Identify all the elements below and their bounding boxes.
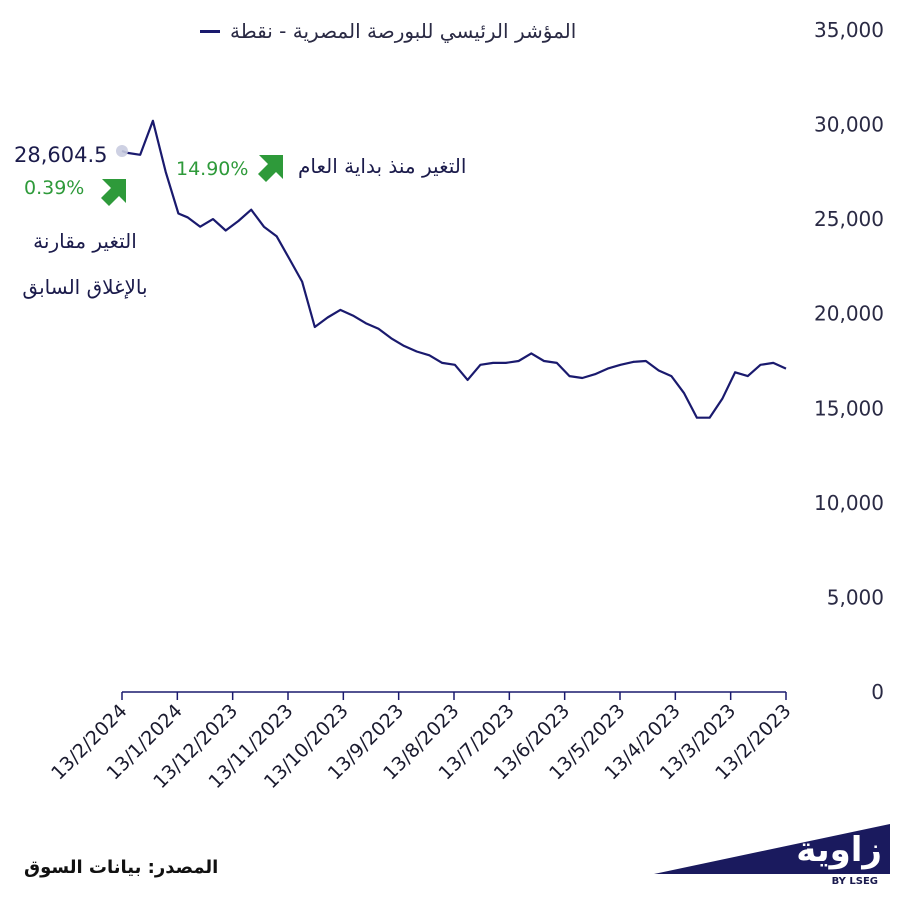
zawya-logo: زاوية BY LSEG [654,822,890,892]
legend-label: المؤشر الرئيسي للبورصة المصرية - نقطة [230,19,577,43]
up-arrow-icon [101,179,126,206]
daily-change-value: 0.39% [24,177,85,199]
y-tick-label: 5,000 [827,585,884,609]
y-axis-ticks: 35,000 30,000 25,000 20,000 15,000 10,000 5,00… [814,18,884,704]
y-tick-label: 20,000 [814,302,884,326]
legend-swatch [200,29,220,33]
current-value-label: 28,604.5 [14,143,108,167]
ytd-change-label: التغير منذ بداية العام [298,154,467,178]
logo-text: زاوية [796,830,882,870]
source-note: المصدر: بيانات السوق [24,857,219,878]
x-axis-ticks: 13/2/202413/1/202413/12/202313/11/202313… [47,692,796,793]
daily-change-label: التغير مقارنة بالإغلاق السابق [22,229,148,299]
y-tick-label: 35,000 [814,18,884,42]
ytd-change-value: 14.90% [176,158,249,180]
logo-subtext: BY LSEG [831,876,878,887]
current-value-marker [116,144,128,157]
y-tick-label: 10,000 [814,491,884,515]
series-line [121,119,787,419]
legend: المؤشر الرئيسي للبورصة المصرية - نقطة [200,16,690,46]
y-tick-label: 15,000 [814,396,884,420]
y-tick-label: 30,000 [814,113,884,137]
up-arrow-icon [258,155,283,182]
logo-shape [654,824,890,874]
y-tick-label: 25,000 [814,207,884,231]
y-tick-label: 0 [871,680,884,704]
